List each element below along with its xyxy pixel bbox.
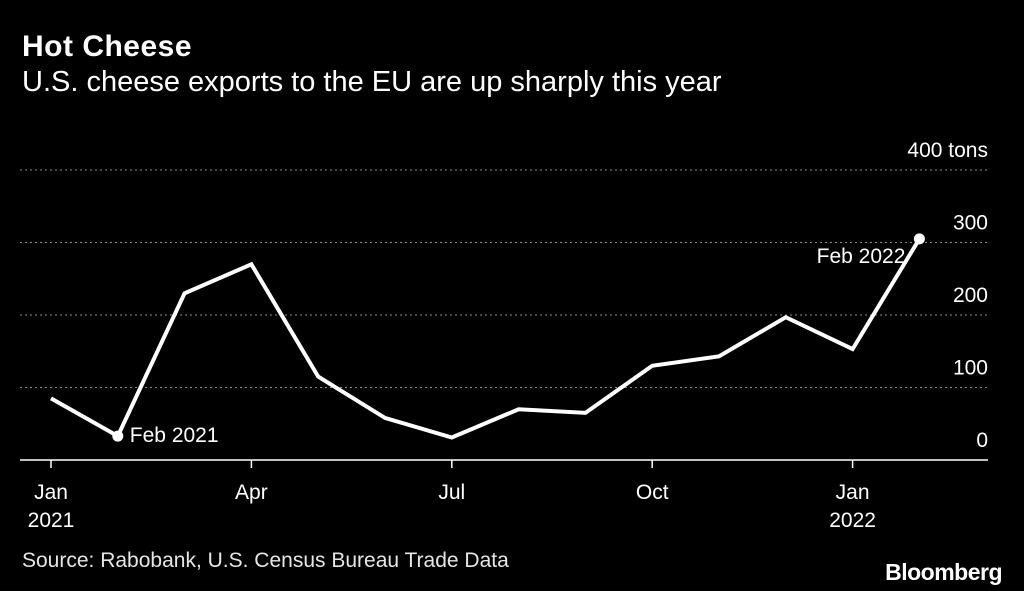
y-tick-label-400: 400 tons <box>907 139 988 162</box>
x-tick-year-12: 2022 <box>829 509 876 532</box>
x-tick-label-9: Oct <box>636 481 669 504</box>
y-tick-label-0: 0 <box>976 429 988 452</box>
y-tick-label-300: 300 <box>953 212 988 235</box>
annotation-dot-0 <box>112 430 124 442</box>
chart-title: Hot Cheese <box>22 30 193 63</box>
series-layer <box>50 237 922 440</box>
annotation-label-0: Feb 2021 <box>130 424 219 447</box>
chart-subtitle: U.S. cheese exports to the EU are up sha… <box>22 66 722 98</box>
x-tick-label-6: Jul <box>438 481 465 504</box>
series-line-0 <box>50 237 922 440</box>
bloomberg-logo: Bloomberg <box>885 559 1002 585</box>
x-tick-label-3: Apr <box>235 481 268 504</box>
x-tick-label-12: Jan <box>836 481 870 504</box>
y-tick-label-200: 200 <box>953 284 988 307</box>
y-tick-label-100: 100 <box>953 357 988 380</box>
annotation-label-1: Feb 2022 <box>817 245 906 268</box>
annotation-dot-1 <box>913 233 925 245</box>
source-note: Source: Rabobank, U.S. Census Bureau Tra… <box>22 549 509 572</box>
grid-layer: 0 100 200 300 400 tons <box>20 139 988 452</box>
x-axis: Jan 2021 Apr Jul Oct Jan 2022 <box>20 459 988 532</box>
x-tick-year-0: 2021 <box>28 509 75 532</box>
annotation-layer: Feb 2021 Feb 2022 <box>112 233 925 447</box>
x-tick-label-0: Jan <box>34 481 68 504</box>
